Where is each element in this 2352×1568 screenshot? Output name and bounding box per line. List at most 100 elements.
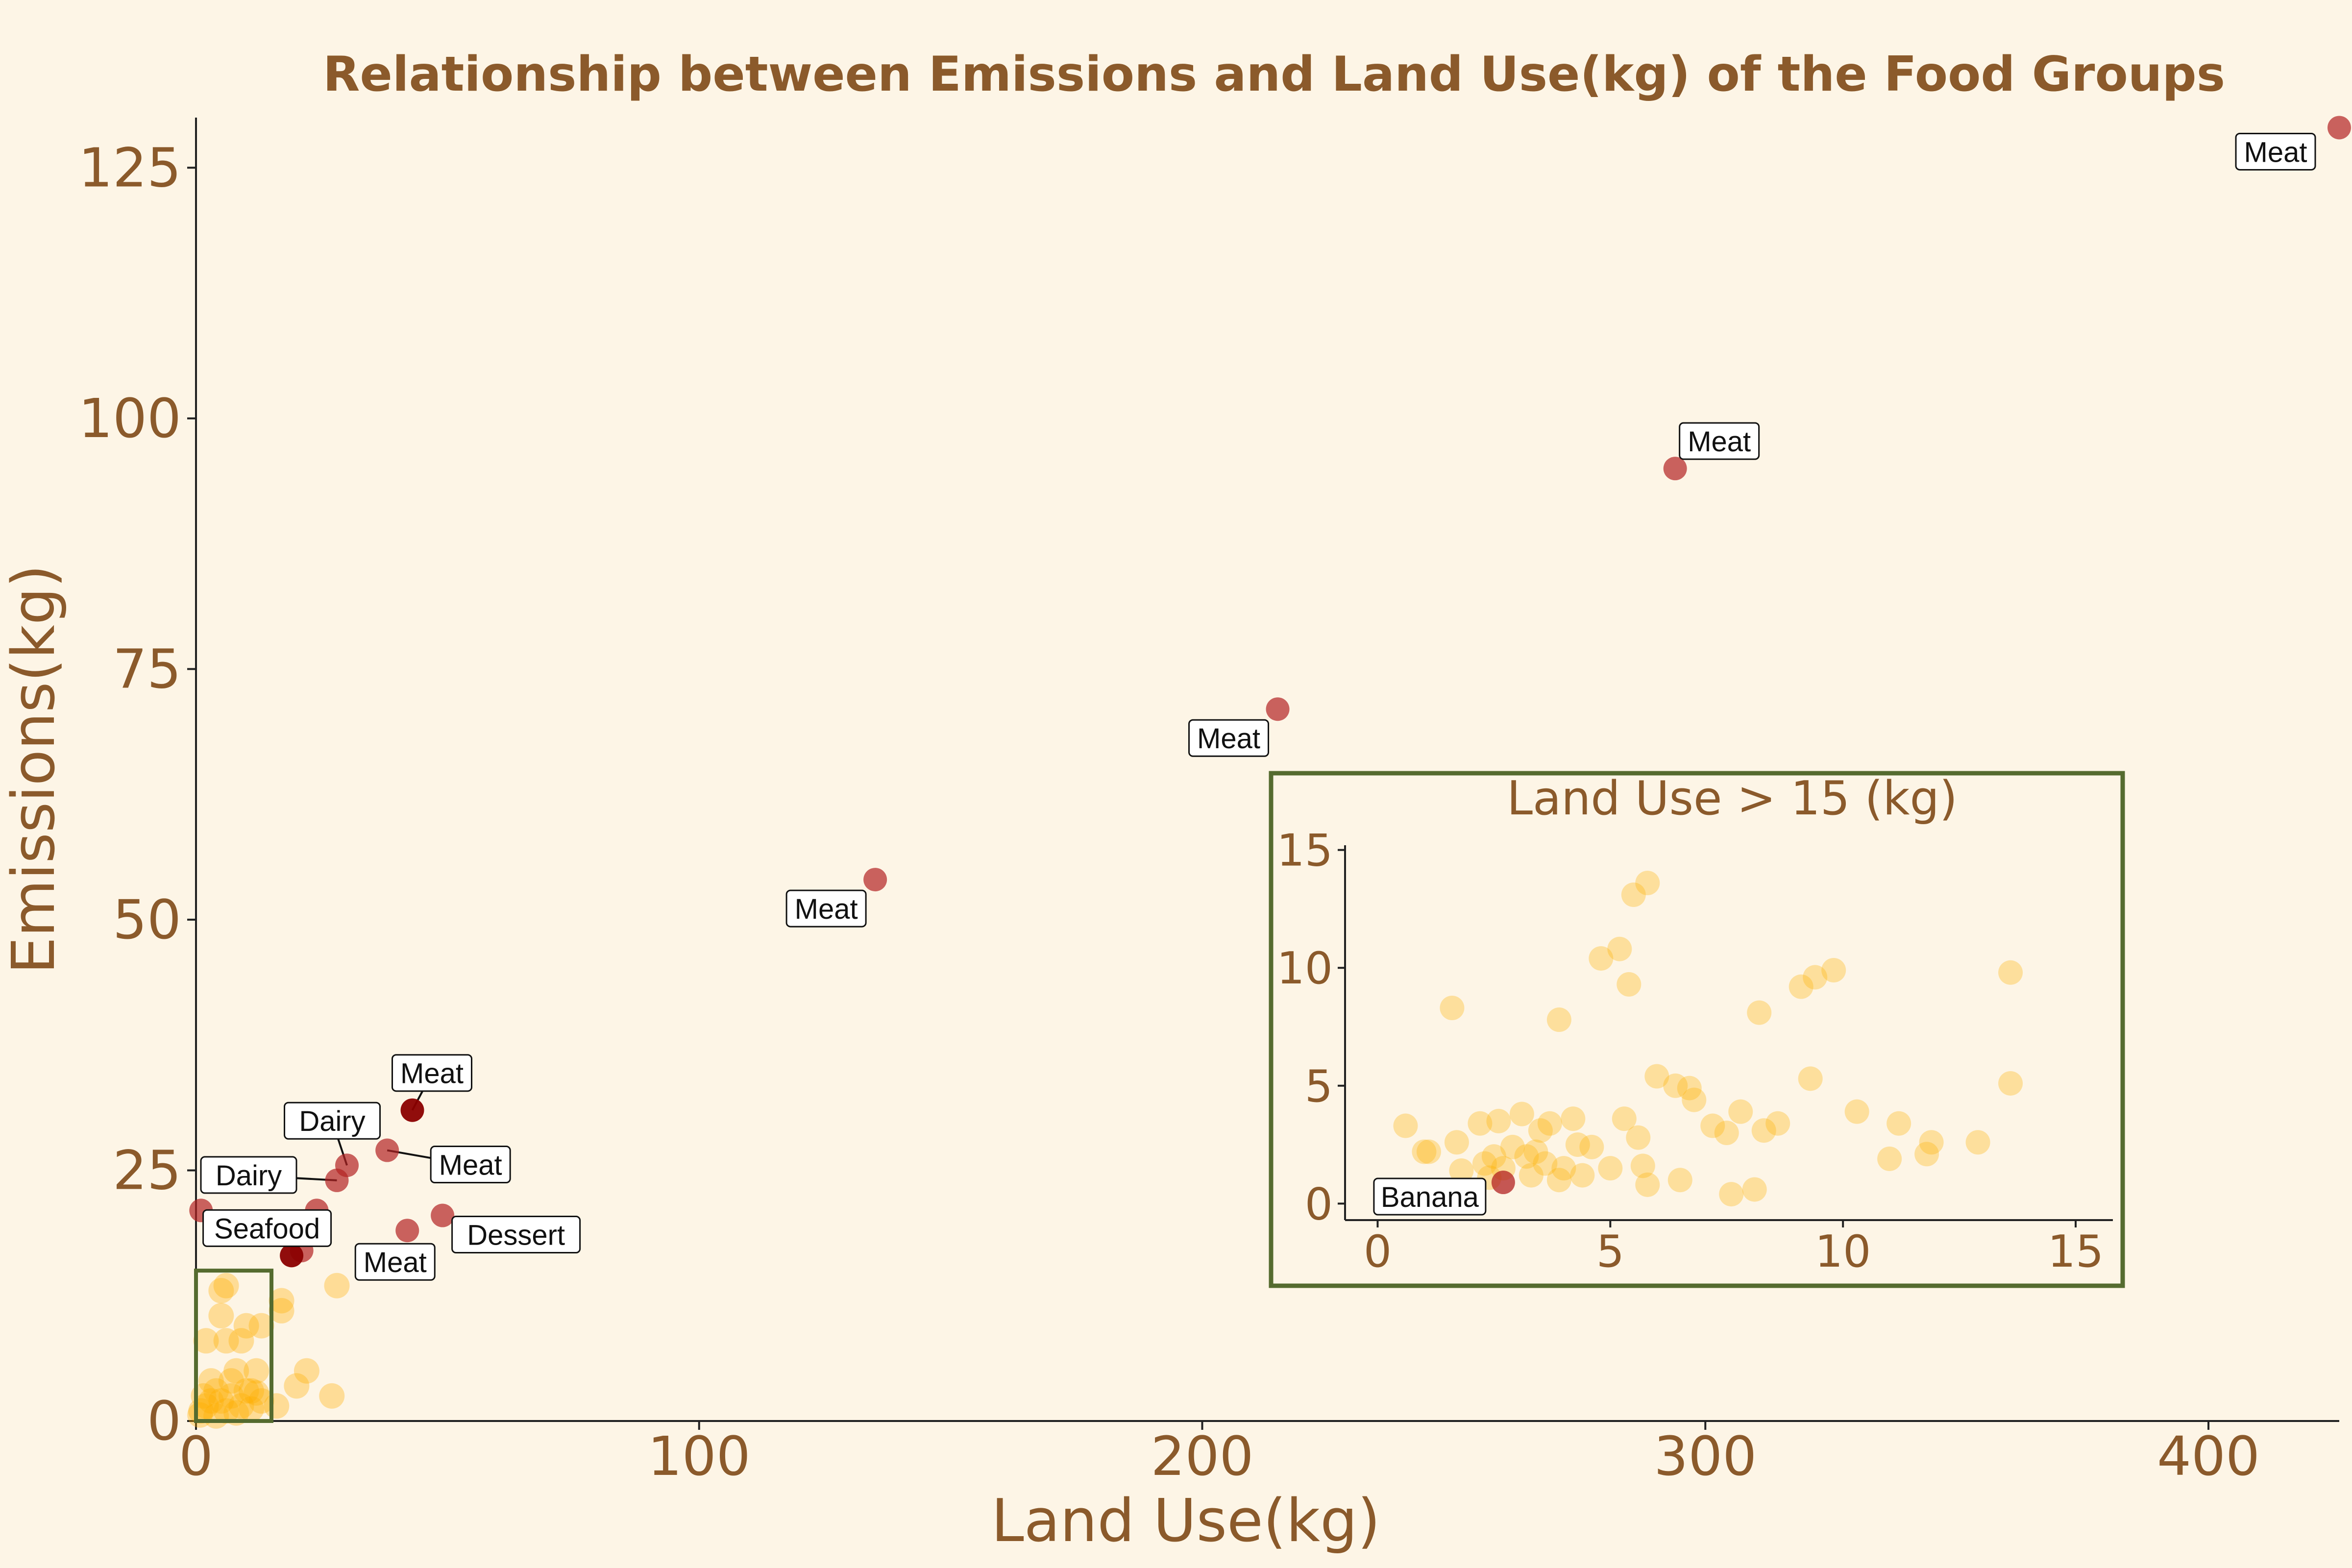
- inset-data-point: [1449, 1158, 1474, 1183]
- inset-data-point: [1533, 1151, 1558, 1176]
- inset-x-tick-label: 10: [1815, 1226, 1871, 1277]
- inset-data-point: [1412, 1139, 1437, 1164]
- inset-y-tick-label: 0: [1305, 1178, 1333, 1230]
- point-label: Dessert: [467, 1220, 565, 1251]
- point-label: Meat: [1197, 723, 1260, 755]
- highlight-point: [2328, 116, 2351, 140]
- highlight-point: [280, 1244, 304, 1268]
- inset-data-point: [1644, 1064, 1669, 1089]
- data-point: [193, 1393, 219, 1419]
- inset-x-tick-label: 15: [2048, 1226, 2104, 1277]
- inset-data-point: [1416, 1139, 1441, 1164]
- point-label-box: [354, 1243, 436, 1281]
- point-label-box: [2235, 132, 2316, 171]
- data-point: [319, 1383, 345, 1409]
- inset-data-point: [1626, 1125, 1651, 1150]
- inset-plot-area: 0 5 10 15 0 5 10 15 Banana: [1276, 825, 2113, 1277]
- inset-data-point: [1486, 1108, 1511, 1133]
- inset-data-point: [1635, 870, 1660, 895]
- point-label-box: [284, 1102, 381, 1140]
- inset-data-point: [1751, 1118, 1776, 1143]
- inset-data-point: [1998, 1071, 2023, 1096]
- data-point: [208, 1278, 234, 1303]
- inset-data-point: [1523, 1139, 1548, 1164]
- data-point: [244, 1358, 270, 1384]
- inset-data-point: [1528, 1118, 1553, 1143]
- x-tick-label: 400: [2157, 1425, 2260, 1488]
- data-point: [218, 1383, 244, 1409]
- data-point: [233, 1313, 259, 1339]
- inset-data-point: [1919, 1130, 1944, 1155]
- y-axis-label: Emissions(kg): [0, 564, 68, 974]
- inset-data-point: [1598, 1156, 1623, 1181]
- inset-data-point: [1719, 1182, 1744, 1207]
- inset-data-point: [1579, 1134, 1604, 1159]
- data-point: [213, 1328, 239, 1354]
- inset-data-point: [1821, 958, 1846, 982]
- inset-data-point: [1803, 965, 1828, 990]
- x-axis-label: Land Use(kg): [991, 1487, 1380, 1555]
- data-point: [228, 1328, 254, 1354]
- inset-data-point: [1546, 1168, 1571, 1193]
- inset-data-point: [1788, 974, 1813, 999]
- highlight-point: [400, 1098, 424, 1122]
- x-tick-label: 0: [179, 1425, 213, 1488]
- point-label: Dairy: [299, 1105, 365, 1137]
- inset-data-point: [1440, 995, 1465, 1020]
- inset-data-point: [1742, 1177, 1767, 1202]
- inset-data-point: [1546, 1007, 1571, 1032]
- point-label: Meat: [400, 1058, 464, 1090]
- data-point: [269, 1298, 294, 1323]
- inset-point-label-box: [1373, 1177, 1487, 1216]
- inset-data-point: [1965, 1130, 1990, 1155]
- highlight-point: [431, 1203, 455, 1227]
- inset-data-point: [1612, 1106, 1637, 1131]
- data-point: [238, 1378, 264, 1404]
- inset-data-point: [1747, 1000, 1772, 1025]
- highlight-point: [1266, 697, 1290, 721]
- data-point: [248, 1313, 274, 1339]
- y-tick-label: 125: [78, 136, 181, 199]
- point-label: Meat: [1688, 426, 1751, 458]
- data-point: [228, 1393, 254, 1419]
- x-tick-label: 200: [1151, 1425, 1254, 1488]
- inset-data-point: [1630, 1153, 1655, 1178]
- highlight-point: [395, 1219, 419, 1243]
- inset-data-point: [1514, 1144, 1539, 1169]
- zoom-region-box: [194, 1269, 274, 1423]
- inset-data-point: [1714, 1120, 1739, 1145]
- point-label-box: [392, 1054, 473, 1092]
- y-tick-label: 0: [147, 1390, 181, 1452]
- point-label-box: [200, 1156, 297, 1194]
- highlight-point: [375, 1138, 399, 1162]
- data-point: [213, 1273, 239, 1298]
- point-label: Meat: [2244, 136, 2307, 168]
- inset-data-point: [1468, 1111, 1493, 1136]
- y-tick-label: 75: [113, 637, 181, 700]
- x-tick-label: 300: [1654, 1425, 1757, 1488]
- inset-data-point: [1844, 1099, 1869, 1124]
- inset-data-point: [1667, 1168, 1692, 1193]
- inset-data-point: [1728, 1099, 1753, 1124]
- inset-data-point: [1886, 1111, 1911, 1136]
- inset-data-point: [1877, 1146, 1902, 1171]
- inset-data-point: [1914, 1142, 1939, 1167]
- x-tick-label: 100: [648, 1425, 751, 1488]
- highlight-point: [1663, 457, 1687, 481]
- data-point: [213, 1398, 239, 1424]
- inset-data-point: [1570, 1163, 1595, 1188]
- point-label-box: [785, 889, 867, 928]
- y-tick-label: 100: [78, 387, 181, 450]
- inset-data-point: [1617, 972, 1642, 997]
- point-label-box: [1188, 719, 1270, 757]
- data-point: [269, 1288, 294, 1314]
- data-point: [238, 1396, 264, 1422]
- data-point: [324, 1273, 350, 1298]
- inset-data-point: [1500, 1134, 1525, 1159]
- inset-data-point: [1393, 1113, 1418, 1138]
- inset-data-point: [1765, 1111, 1790, 1136]
- inset-data-point: [1682, 1087, 1707, 1112]
- data-point: [203, 1378, 229, 1404]
- inset-y-tick-label: 5: [1305, 1061, 1333, 1112]
